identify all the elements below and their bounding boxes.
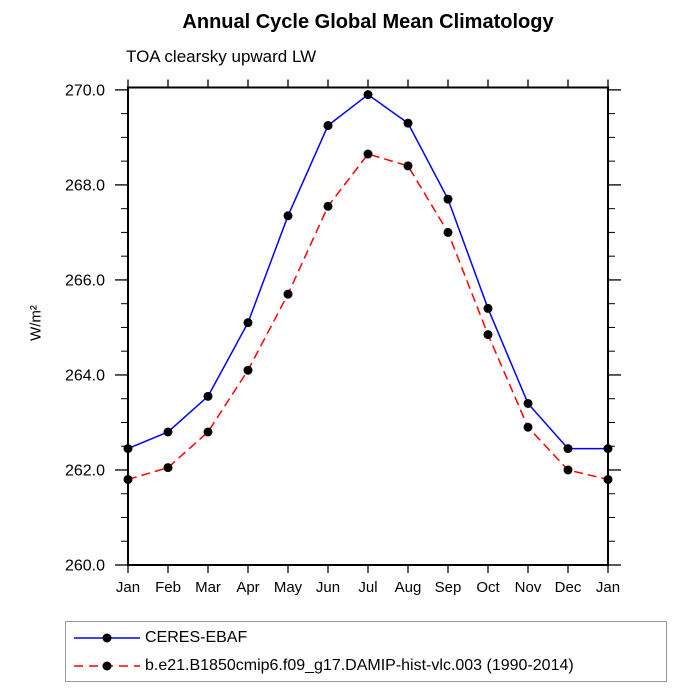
data-point bbox=[403, 118, 413, 128]
data-point bbox=[363, 90, 373, 100]
x-tick-label: Jul bbox=[358, 579, 377, 596]
legend-line-sample-blue-solid bbox=[74, 633, 140, 642]
x-tick-label: Nov bbox=[515, 579, 542, 596]
data-point bbox=[603, 444, 613, 454]
data-point bbox=[283, 289, 293, 299]
data-point bbox=[443, 194, 453, 204]
x-tick-label: Jan bbox=[116, 579, 140, 596]
series-line-1 bbox=[127, 153, 609, 481]
x-tick-label: Mar bbox=[195, 579, 221, 596]
x-tick-label: Aug bbox=[395, 579, 422, 596]
data-point bbox=[443, 227, 453, 237]
x-tick-label: Feb bbox=[155, 579, 181, 596]
y-tick-label: 270.0 bbox=[65, 82, 105, 99]
y-tick-label: 266.0 bbox=[65, 272, 105, 289]
x-tick-label: Dec bbox=[555, 579, 582, 596]
y-tick-label: 260.0 bbox=[65, 558, 105, 575]
plot-frame bbox=[127, 86, 609, 566]
y-tick-label: 268.0 bbox=[65, 177, 105, 194]
data-point bbox=[523, 422, 533, 432]
data-point bbox=[523, 398, 533, 408]
data-point bbox=[563, 465, 573, 475]
y-tick-label: 262.0 bbox=[65, 462, 105, 479]
data-point bbox=[563, 444, 573, 454]
data-point bbox=[203, 391, 213, 401]
legend-line-sample-red-dashed bbox=[74, 661, 140, 670]
data-point bbox=[163, 427, 173, 437]
data-point bbox=[243, 365, 253, 375]
data-point bbox=[403, 161, 413, 171]
x-tick-label: May bbox=[274, 579, 303, 596]
x-tick-label: Jan bbox=[596, 579, 620, 596]
series-line-0 bbox=[127, 93, 608, 450]
data-point bbox=[203, 427, 213, 437]
x-tick-label: Jun bbox=[316, 579, 340, 596]
data-point bbox=[363, 149, 373, 159]
legend-marker-dot bbox=[102, 633, 112, 642]
legend-item-model: b.e21.B1850cmip6.f09_g17.DAMIP-hist-vlc.… bbox=[70, 652, 666, 680]
data-point bbox=[243, 318, 253, 328]
data-point bbox=[323, 121, 333, 131]
data-point bbox=[123, 444, 133, 454]
data-point bbox=[483, 330, 493, 340]
legend: CERES-EBAF b.e21.B1850cmip6.f09_g17.DAMI… bbox=[65, 621, 667, 682]
x-tick-label: Oct bbox=[476, 579, 500, 596]
legend-marker-dot bbox=[102, 661, 112, 670]
data-point bbox=[163, 463, 173, 473]
data-point bbox=[323, 201, 333, 211]
x-tick-label: Sep bbox=[435, 579, 462, 596]
y-tick-label: 264.0 bbox=[65, 367, 105, 384]
legend-item-ceres-ebaf: CERES-EBAF bbox=[70, 624, 666, 652]
data-point bbox=[283, 211, 293, 221]
plot-area: 260.0 262.0 264.0 266.0 268.0 270.0 Jan Feb Mar A… bbox=[65, 79, 621, 596]
legend-label-ceres-ebaf: CERES-EBAF bbox=[145, 628, 248, 646]
legend-label-model: b.e21.B1850cmip6.f09_g17.DAMIP-hist-vlc.… bbox=[145, 656, 574, 674]
data-point bbox=[603, 474, 613, 484]
x-tick-label: Apr bbox=[236, 579, 259, 596]
chart-title: Annual Cycle Global Mean Climatology bbox=[182, 11, 554, 33]
chart-subtitle: TOA clearsky upward LW bbox=[126, 47, 317, 66]
data-point bbox=[483, 303, 493, 313]
data-point bbox=[123, 474, 133, 484]
